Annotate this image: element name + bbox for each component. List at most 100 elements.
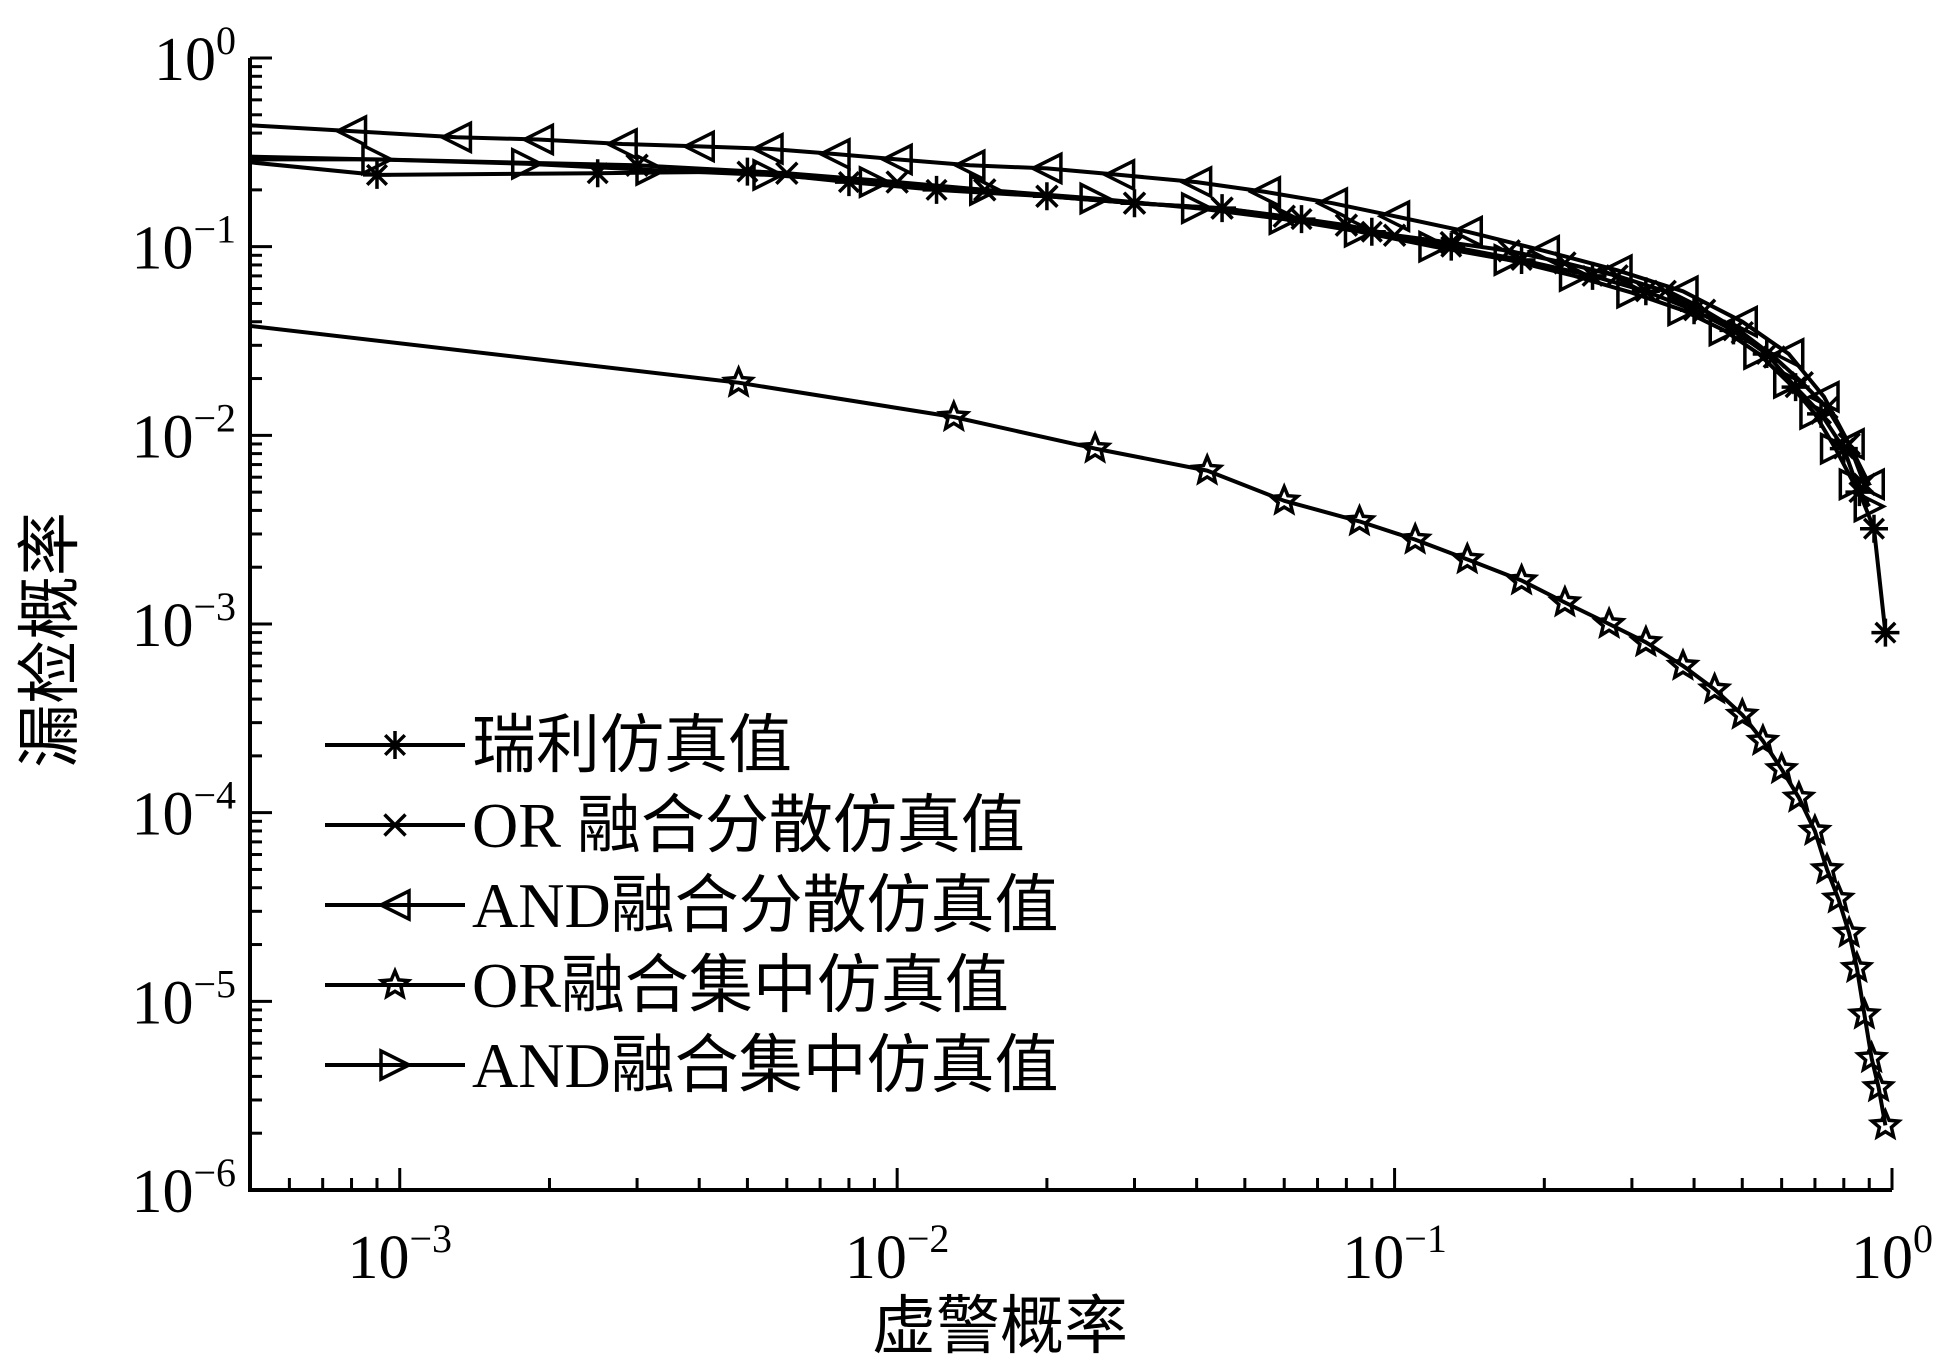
- data-point: [583, 159, 612, 188]
- legend-label: AND融合分散仿真值: [472, 870, 1059, 941]
- data-point: [1806, 379, 1840, 414]
- data-point: [1724, 304, 1759, 339]
- data-point: [1028, 151, 1063, 186]
- legend-label: 瑞利仿真值: [472, 710, 792, 781]
- data-point: [752, 158, 786, 192]
- legend-label: OR 融合分散仿真值: [472, 790, 1025, 861]
- legend-marker: [377, 888, 411, 922]
- ticks: 10−3 10−2 10−1 100 100 10−1 10−2 10−3 10−4 10−5 10…: [131, 18, 1933, 1292]
- data-point: [1799, 397, 1833, 431]
- data-point: [1867, 1106, 1904, 1141]
- data-point: [604, 127, 638, 161]
- data-point: [1180, 191, 1215, 225]
- data-point: [333, 114, 368, 148]
- plot-area: [249, 114, 1904, 1141]
- data-point: [1797, 812, 1833, 847]
- legend-entry: 瑞利仿真值: [325, 710, 792, 781]
- series-1: [249, 157, 1900, 647]
- data-point: [858, 165, 893, 199]
- data-point: [1752, 339, 1781, 368]
- data-point: [1343, 214, 1378, 249]
- data-point: [1859, 514, 1888, 543]
- data-point: [1719, 316, 1748, 345]
- x-tick-label: 10−1: [1342, 1216, 1447, 1292]
- data-point: [1268, 202, 1303, 236]
- data-point: [1743, 337, 1777, 371]
- data-point: [1493, 243, 1528, 277]
- y-tick-label: 10−6: [131, 1150, 236, 1226]
- legend-marker: [381, 731, 409, 759]
- x-tick-label: 10−3: [347, 1216, 452, 1292]
- data-point: [951, 148, 986, 183]
- data-point: [1665, 647, 1701, 681]
- y-tick-label: 100: [154, 18, 236, 94]
- data-point: [1449, 540, 1485, 575]
- x-axis-title: 虚警概率: [872, 1291, 1128, 1362]
- y-tick-label: 10−2: [131, 395, 236, 471]
- data-point: [1665, 274, 1699, 309]
- data-point: [1376, 199, 1411, 234]
- series-2: [249, 153, 1877, 497]
- data-point: [1696, 670, 1733, 705]
- data-point: [1770, 337, 1805, 371]
- data-point: [1820, 880, 1856, 914]
- legend-marker: [379, 1048, 413, 1082]
- data-point: [1854, 1039, 1890, 1074]
- data-point: [817, 137, 851, 171]
- data-point: [721, 364, 757, 398]
- data-point: [1745, 722, 1781, 757]
- data-point: [1558, 259, 1593, 293]
- x-tick-label: 100: [1851, 1216, 1933, 1292]
- data-point: [1247, 175, 1282, 209]
- y-tick-label: 10−3: [131, 584, 236, 660]
- y-tick-label: 10−5: [131, 961, 236, 1037]
- data-point: [1578, 261, 1607, 290]
- data-point: [1591, 605, 1627, 640]
- legend: 瑞利仿真值 OR 融合分散仿真值 AND融合分散仿真值 OR融合集中仿真值 AND融合集…: [325, 710, 1059, 1101]
- data-point: [1101, 158, 1136, 192]
- data-point: [438, 120, 473, 155]
- data-point: [510, 146, 545, 181]
- legend-marker: [383, 813, 407, 837]
- data-point: [1341, 502, 1378, 537]
- data-point: [1853, 489, 1888, 524]
- data-point: [1851, 467, 1885, 502]
- data-point: [750, 132, 784, 166]
- legend-entry: AND融合分散仿真值: [325, 870, 1059, 941]
- data-point: [1819, 431, 1854, 466]
- data-point: [879, 142, 913, 177]
- data-point: [1526, 234, 1561, 268]
- data-point: [1314, 186, 1349, 221]
- data-point: [1724, 696, 1760, 730]
- data-point: [1189, 452, 1225, 486]
- data-point: [1809, 850, 1845, 885]
- legend-label: OR融合集中仿真值: [472, 950, 1009, 1021]
- data-point: [1781, 779, 1817, 813]
- data-point: [1831, 914, 1867, 949]
- data-point: [1616, 275, 1650, 310]
- y-axis-title: 漏检概率: [15, 512, 86, 768]
- data-point: [1266, 482, 1302, 516]
- data-point: [1178, 165, 1213, 199]
- data-point: [1449, 214, 1484, 249]
- series-5: [250, 142, 1888, 524]
- data-point: [1077, 429, 1113, 464]
- data-point: [681, 129, 715, 164]
- legend-marker: [377, 966, 413, 1000]
- data-point: [1210, 196, 1234, 220]
- data-point: [1831, 427, 1865, 461]
- data-point: [520, 122, 555, 157]
- data-point: [1763, 750, 1800, 785]
- data-point: [1871, 618, 1900, 647]
- y-tick-label: 10−4: [131, 773, 236, 849]
- y-tick-label: 10−1: [131, 207, 236, 283]
- data-point: [1772, 365, 1807, 400]
- series-line: [250, 157, 1871, 508]
- series-4: [249, 323, 1904, 1141]
- x-tick-label: 10−2: [845, 1216, 950, 1292]
- data-point: [1667, 293, 1701, 328]
- data-point: [1418, 229, 1452, 264]
- legend-entry: OR融合集中仿真值: [325, 950, 1009, 1021]
- series-line: [249, 123, 1871, 486]
